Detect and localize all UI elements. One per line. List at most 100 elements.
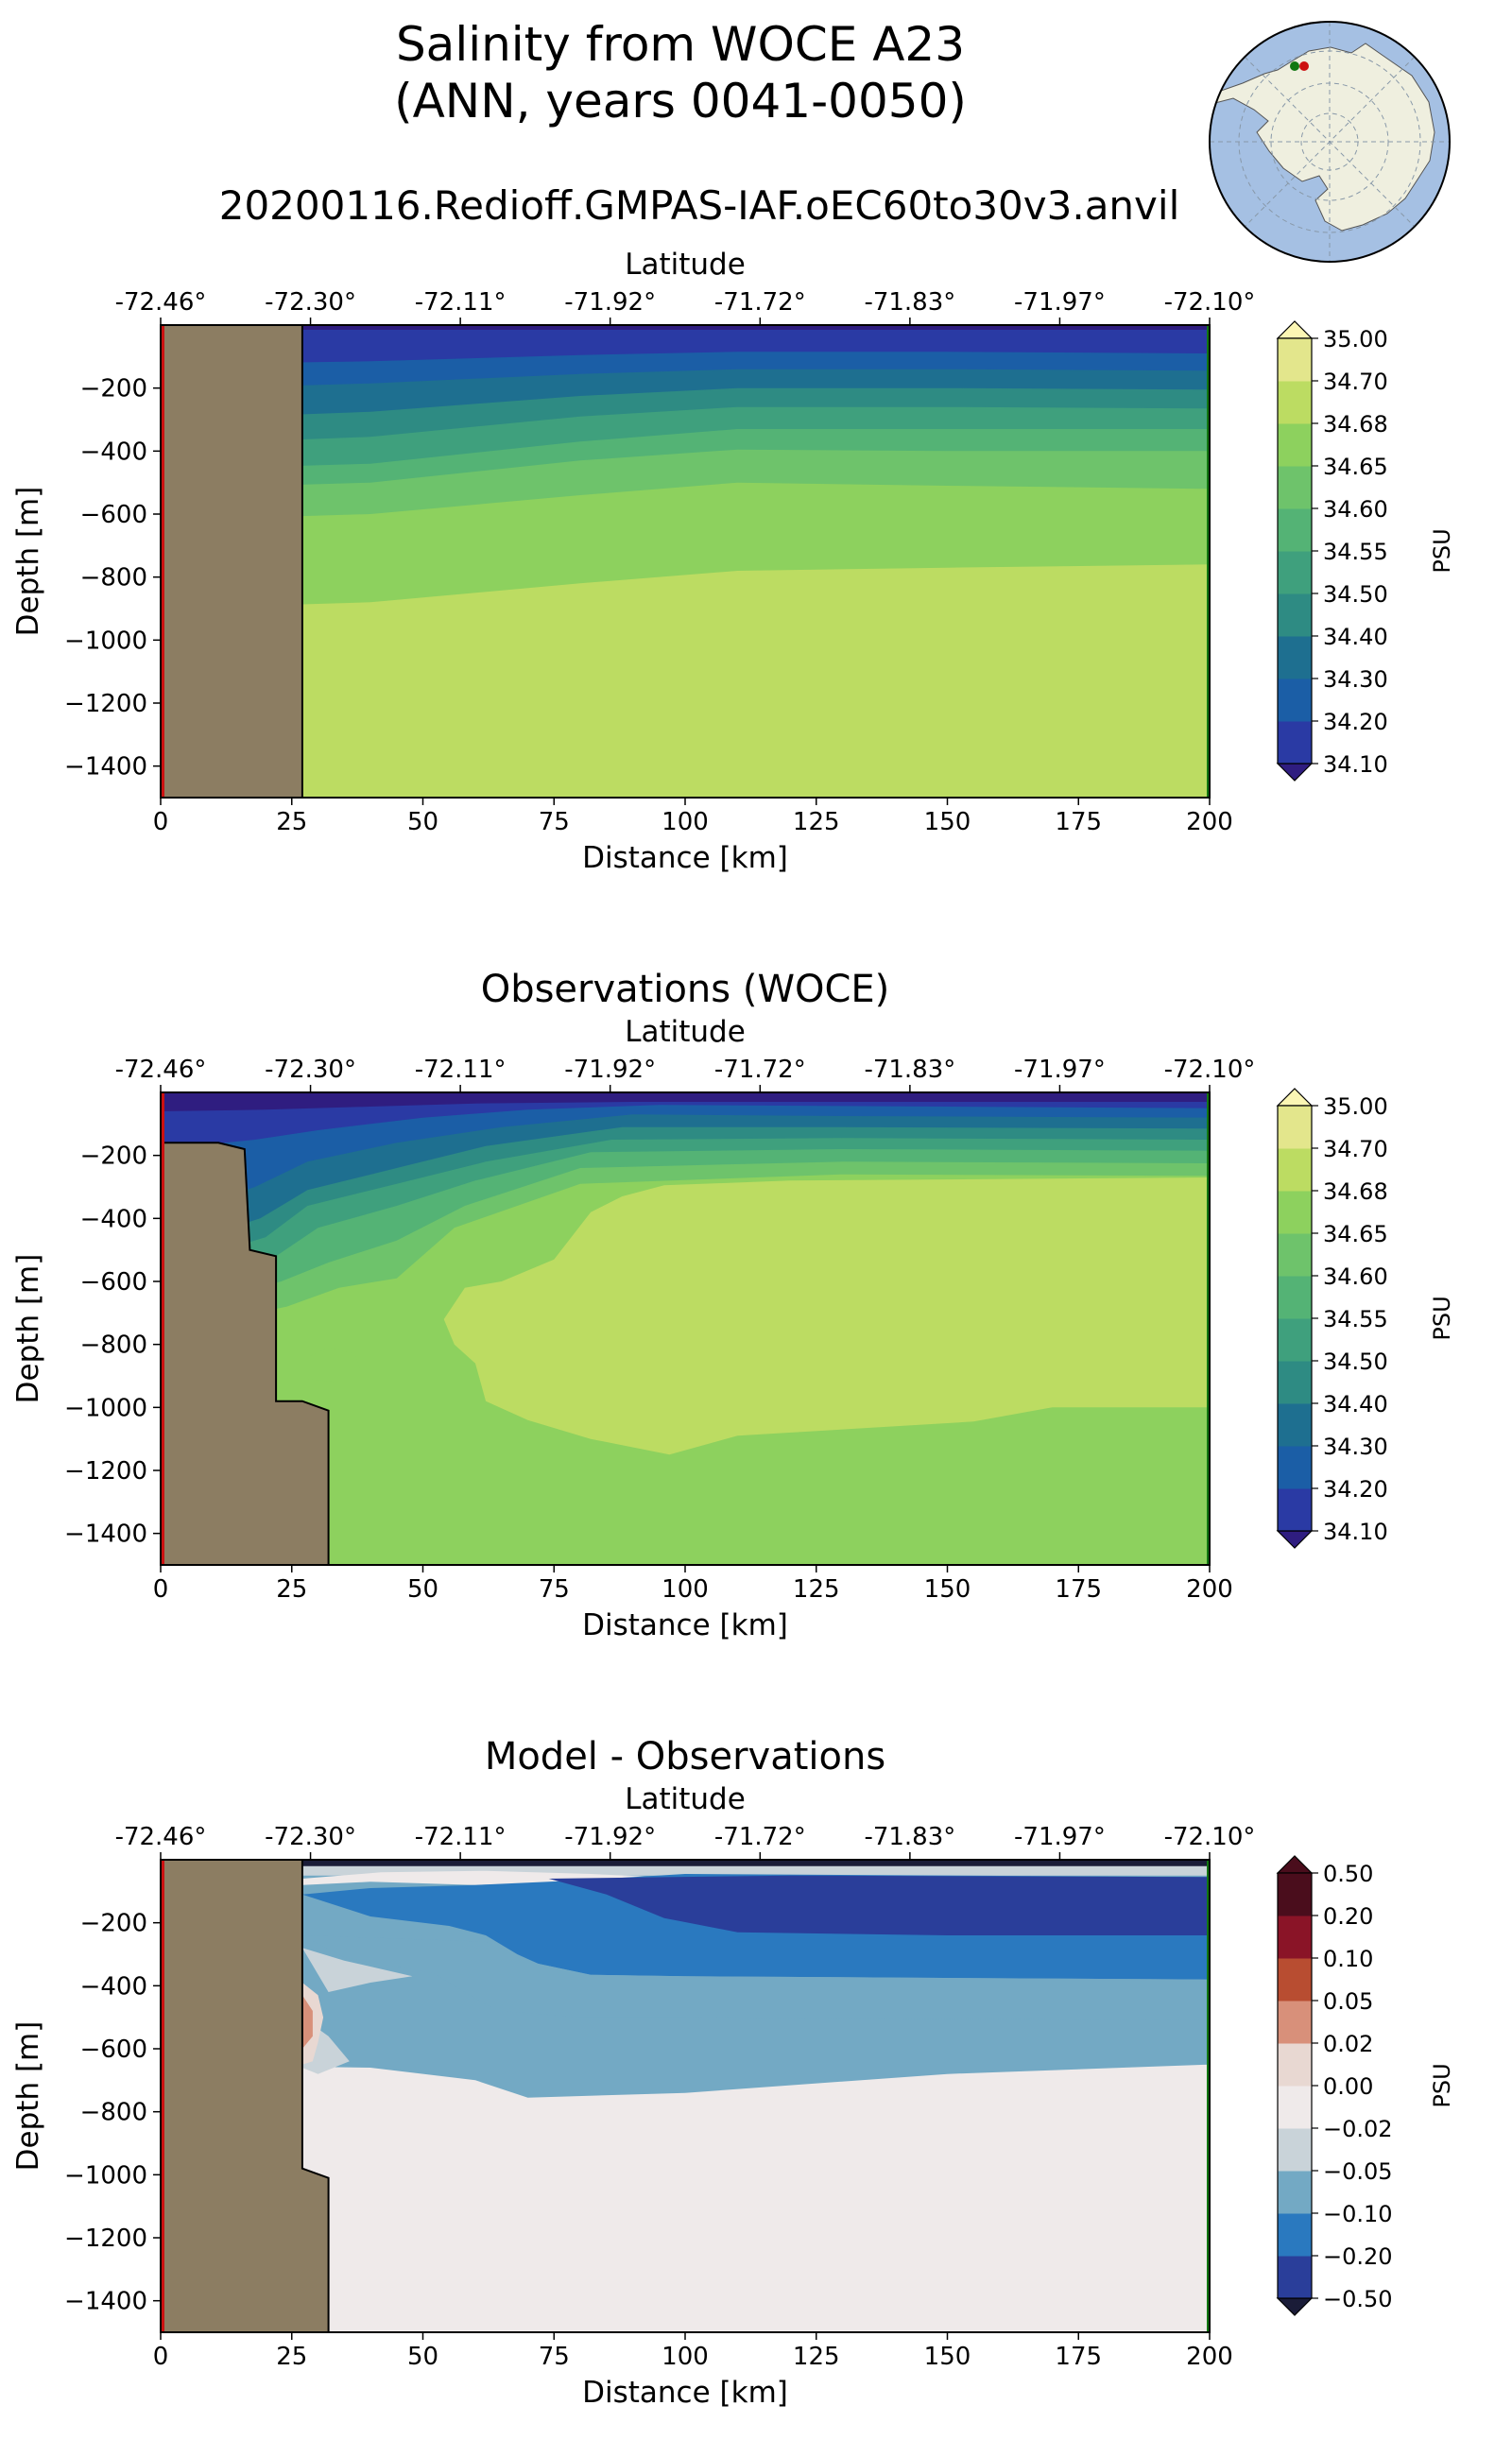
colorbar-tick-label: −0.05 (1323, 2158, 1393, 2185)
latitude-tick-label: -71.83° (864, 1823, 955, 1851)
panel-title: Observations (WOCE) (481, 968, 890, 1011)
x-axis-label: Distance [km] (582, 841, 788, 875)
colorbar-tick-label: 34.10 (1323, 1519, 1388, 1545)
section-end-line (1207, 1092, 1210, 1565)
y-tick-label: −1400 (64, 753, 147, 782)
y-tick-label: −1000 (64, 2161, 147, 2190)
colorbar-tick-label: 0.00 (1323, 2073, 1373, 2100)
latitude-tick-label: -71.92° (564, 288, 656, 317)
latitude-tick-label: -71.72° (714, 1823, 806, 1851)
colorbar-band (1278, 1873, 1312, 1916)
latitude-tick-label: -71.92° (564, 1823, 656, 1851)
y-tick-label: −1400 (64, 1521, 147, 1549)
colorbar-band (1278, 1233, 1312, 1277)
latitude-tick-label: -72.10° (1164, 1056, 1256, 1084)
x-tick-label: 25 (276, 808, 307, 836)
latitude-tick-label: -71.97° (1014, 288, 1106, 317)
contour-patch (443, 1177, 1210, 1455)
colorbar-tick-label: 35.00 (1323, 326, 1388, 352)
bathymetry (161, 325, 303, 798)
x-tick-label: 200 (1186, 1575, 1233, 1604)
colorbar-tick-label: 34.40 (1323, 1391, 1388, 1418)
section-start-line (161, 1092, 164, 1565)
x-tick-label: 100 (662, 1575, 709, 1604)
figure-subtitle: (ANN, years 0041-0050) (394, 74, 967, 129)
colorbar-tick-label: 34.30 (1323, 666, 1388, 693)
y-axis-label: Depth [m] (11, 1254, 45, 1404)
y-tick-label: −800 (80, 2099, 147, 2127)
colorbar-band (1278, 551, 1312, 594)
section-end-line (1207, 325, 1210, 798)
colorbar-band (1278, 2086, 1312, 2129)
colorbar-tick-label: 34.50 (1323, 581, 1388, 608)
section-start-line (161, 325, 164, 798)
colorbar-label: PSU (1429, 1296, 1455, 1340)
colorbar-band (1278, 1916, 1312, 1959)
latitude-tick-label: -72.10° (1164, 1823, 1256, 1851)
x-tick-label: 175 (1055, 1575, 1102, 1604)
latitude-tick-label: -72.46° (115, 1823, 207, 1851)
colorbar-tick-label: 34.50 (1323, 1349, 1388, 1375)
colorbar-extend-max (1276, 1088, 1314, 1107)
colorbar-band (1278, 1958, 1312, 2002)
y-tick-label: −200 (80, 1910, 147, 1938)
latitude-tick-label: -71.72° (714, 1056, 806, 1084)
colorbar-band (1278, 466, 1312, 509)
colorbar-tick-label: 34.55 (1323, 539, 1388, 565)
contour-fills (161, 325, 1210, 798)
latitude-tick-label: -72.30° (265, 1823, 356, 1851)
bathymetry (161, 1092, 330, 1565)
y-tick-label: −800 (80, 1332, 147, 1360)
colorbar-band (1278, 508, 1312, 552)
colorbar: 34.10 34.20 34.30 34.40 34.50 34.55 34.60 34.65… (1276, 1088, 1455, 1549)
x-tick-label: 150 (924, 2343, 971, 2371)
y-tick-label: −600 (80, 1268, 147, 1297)
x-tick-label: 0 (153, 2343, 169, 2371)
y-tick-label: −400 (80, 1972, 147, 2001)
latitude-tick-label: -71.83° (864, 1056, 955, 1084)
colorbar-tick-label: 0.50 (1323, 1861, 1373, 1887)
latitude-tick-label: -72.46° (115, 288, 207, 317)
x-tick-label: 75 (539, 2343, 570, 2371)
contour-band (161, 564, 1210, 798)
colorbar-tick-label: 34.60 (1323, 1263, 1388, 1290)
y-tick-label: −1400 (64, 2288, 147, 2316)
x-tick-label: 25 (276, 1575, 307, 1604)
latitude-tick-label: -71.92° (564, 1056, 656, 1084)
graticule (1210, 22, 1450, 262)
colorbar-band (1278, 2043, 1312, 2087)
figure-title: Salinity from WOCE A23 (396, 17, 965, 72)
panel-2: Observations (WOCE) 0 25 50 75 100 125 150 175 20… (11, 968, 1455, 1642)
section-start-line (161, 1860, 164, 2332)
y-axis-label: Depth [m] (11, 2021, 45, 2172)
y-tick-label: −400 (80, 438, 147, 466)
y-tick-label: −200 (80, 1143, 147, 1171)
x-tick-label: 100 (662, 2343, 709, 2371)
location-map-inset (1209, 21, 1451, 263)
map-border (1209, 21, 1451, 263)
colorbar-band (1278, 1276, 1312, 1319)
latitude-axis-label: Latitude (625, 1015, 746, 1049)
x-axis-label: Distance [km] (582, 2376, 788, 2410)
latitude-tick-label: -71.97° (1014, 1056, 1106, 1084)
colorbar-tick-label: 0.10 (1323, 1946, 1373, 1972)
colorbar-band (1278, 1403, 1312, 1447)
x-tick-label: 50 (407, 2343, 438, 2371)
colorbar-label: PSU (1429, 528, 1455, 573)
colorbar-extend-max (1276, 1855, 1314, 1874)
colorbar-tick-label: 34.55 (1323, 1306, 1388, 1332)
colorbar-band (1278, 2171, 1312, 2214)
x-tick-label: 175 (1055, 2343, 1102, 2371)
latitude-tick-label: -72.11° (415, 1056, 507, 1084)
x-tick-label: 150 (924, 1575, 971, 1604)
x-tick-label: 50 (407, 1575, 438, 1604)
colorbar: 34.10 34.20 34.30 34.40 34.50 34.55 34.60 34.65… (1276, 320, 1455, 782)
colorbar-band (1278, 1318, 1312, 1362)
x-tick-label: 75 (539, 808, 570, 836)
y-tick-label: −600 (80, 2036, 147, 2064)
colorbar-tick-label: 34.10 (1323, 751, 1388, 778)
contour-patch (301, 1935, 1210, 2020)
y-tick-label: −1200 (64, 1457, 147, 1486)
colorbar-band (1278, 2001, 1312, 2044)
colorbar-tick-label: −0.50 (1323, 2286, 1393, 2312)
